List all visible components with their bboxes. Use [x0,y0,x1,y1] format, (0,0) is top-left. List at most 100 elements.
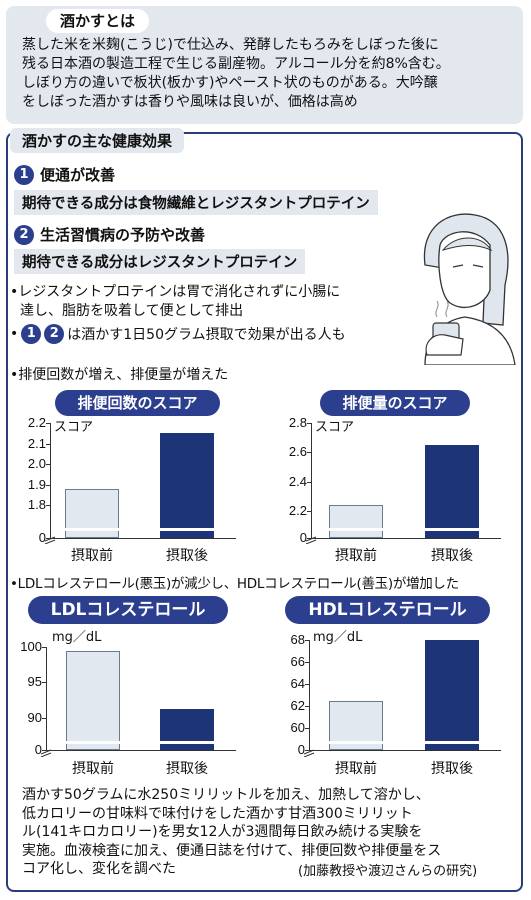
effects-title: 酒かすの主な健康効果 [10,128,185,153]
y-tick-label: 0 [38,530,46,545]
effect-note-2: 期待できる成分はレジスタントプロテイン [14,249,306,274]
y-tick-mark [307,452,311,454]
y-tick-mark [307,538,311,539]
y-tick-mark [307,423,311,424]
stool-result-note: •排便回数が増え、排便量が増えた [10,367,229,383]
y-tick-label: 90 [27,709,42,725]
bar-break-band [328,741,384,744]
bullet-line: •レジスタントプロテインは胃で消化されずに小腸に [10,284,341,300]
y-tick-label: 1.8 [27,497,46,513]
intro-line: をしぼった酒かすは香りや風味は良いが、価格は高め [22,94,358,110]
footer-line: 実施。血液検査に加え、便通日誌を付けて、排便回数や排便量をス [22,842,442,859]
y-axis [311,423,312,538]
y-tick-mark [46,443,50,445]
x-axis [46,750,236,751]
hdl-chart: HDLコレステロール mg／dL 68 66 64 62 60 0 摂取前 摂取後 [265,592,531,782]
cholesterol-result-note: •LDLコレステロール(悪玉)が減少し、HDLコレステロール(善玉)が増加した [10,576,459,592]
y-tick-mark [46,423,50,424]
bar-before [329,505,383,538]
bullet-dot: • [10,326,19,342]
y-tick-mark [46,484,50,486]
bar-break-band [424,528,480,531]
bar-before [66,650,120,750]
intro-title: 酒かすとは [46,9,150,33]
bar-break-band [65,741,121,744]
chart-title: 排便量のスコア [320,390,470,416]
y-tick-label: 0 [299,530,307,545]
bar-after [160,433,214,538]
y-tick-label: 64 [290,676,305,691]
x-axis [311,538,501,539]
y-tick-label: 68 [290,632,305,647]
y-tick-mark [307,481,311,483]
bar-break-band [159,528,215,531]
y-unit-label: スコア [54,420,94,435]
intake-note-text: は酒かす1日50グラム摂取で効果が出る人も [67,327,346,343]
category-label: 摂取前 [335,548,377,564]
category-label: 摂取後 [431,761,473,777]
y-tick-label: 100 [20,639,42,654]
y-tick-label: 2.4 [288,473,307,489]
y-tick-mark [42,750,46,751]
ldl-chart: LDLコレステロール mg／dL 100 95 90 0 摂取前 摂取後 [0,592,265,782]
number-badge-2: 2 [44,324,65,344]
y-unit-label: スコア [315,420,355,435]
intro-text: 蒸した米を米麹(こうじ)で仕込み、発酵したもろみをしぼった後に 残る日本酒の製造… [22,36,450,112]
effect-item-1: 1 便通が改善 [14,164,115,185]
axis-break-mark [305,529,317,545]
y-tick-label: 2.8 [288,415,307,430]
x-axis [50,538,236,539]
y-tick-mark [305,750,309,751]
y-tick-mark [46,464,50,466]
y-unit-label: mg／dL [313,630,363,645]
y-tick-mark [46,505,50,507]
axis-break-mark [303,742,315,758]
footer-line: 低カロリーの甘味料で味付けをした酒かす甘酒300ミリリット [22,805,413,822]
bar-break-band [328,528,384,531]
woman-drinking-illustration [423,213,516,365]
x-axis [309,750,501,751]
axis-break-mark [40,742,52,758]
bar-break-band [159,741,215,744]
chart-title: 排便回数のスコア [55,390,220,416]
y-tick-mark [305,706,309,707]
stool-volume-chart: 排便量のスコア スコア 2.8 2.6 2.4 2.2 0 摂取前 摂取後 [265,386,531,576]
intro-line: しぼり方の違いで板状(板かす)やペースト状のものがある。大吟醸 [22,75,438,91]
effect-item-2: 2 生活習慣病の予防や改善 [14,224,205,245]
y-tick-label: 0 [297,742,305,757]
y-tick-mark [307,511,311,513]
y-tick-label: 95 [27,674,42,690]
y-axis [50,423,51,538]
effect-heading-1: 便通が改善 [40,166,116,184]
y-tick-mark [46,538,50,539]
number-badge-1: 1 [21,324,42,344]
effect-heading-2: 生活習慣病の予防や改善 [40,226,206,244]
effect-note-1: 期待できる成分は食物繊維とレジスタントプロテイン [14,190,378,215]
number-badge-2: 2 [14,224,34,245]
y-tick-label: 0 [34,742,42,757]
axis-break-mark [44,529,56,545]
intake-note: • 1 2 は酒かす1日50グラム摂取で効果が出る人も [10,324,346,344]
y-tick-label: 60 [290,720,305,735]
experiment-description: 酒かす50グラムに水250ミリリットルを加え、加熱して溶かし、 低カロリーの甘味… [22,786,441,879]
number-badge-1: 1 [14,164,34,185]
y-tick-label: 2.2 [288,503,307,519]
y-unit-label: mg／dL [52,630,102,645]
y-tick-label: 66 [290,654,305,669]
y-tick-mark [305,662,309,663]
chart-title: LDLコレステロール [28,596,228,624]
y-tick-label: 2.2 [27,415,46,430]
y-tick-label: 2.0 [27,456,46,472]
category-label: 摂取前 [72,761,114,777]
y-tick-mark [305,640,309,641]
bar-after [425,640,479,750]
y-tick-label: 2.1 [27,435,46,451]
footer-line: 酒かす50グラムに水250ミリリットルを加え、加熱して溶かし、 [22,787,430,803]
stool-frequency-chart: 排便回数のスコア スコア 2.2 2.1 2.0 1.9 1.8 0 摂取前 摂取後 [0,386,265,576]
category-label: 摂取前 [335,761,377,777]
bar-after [425,445,479,538]
intro-line: 残る日本酒の製造工程で生じる副産物。アルコール分を約8%含む。 [22,56,450,72]
bullet-line: 達し、脂肪を吸着して便として排出 [20,303,244,319]
footer-line: コア化し、変化を調べた [22,861,176,877]
y-tick-label: 62 [290,698,305,713]
